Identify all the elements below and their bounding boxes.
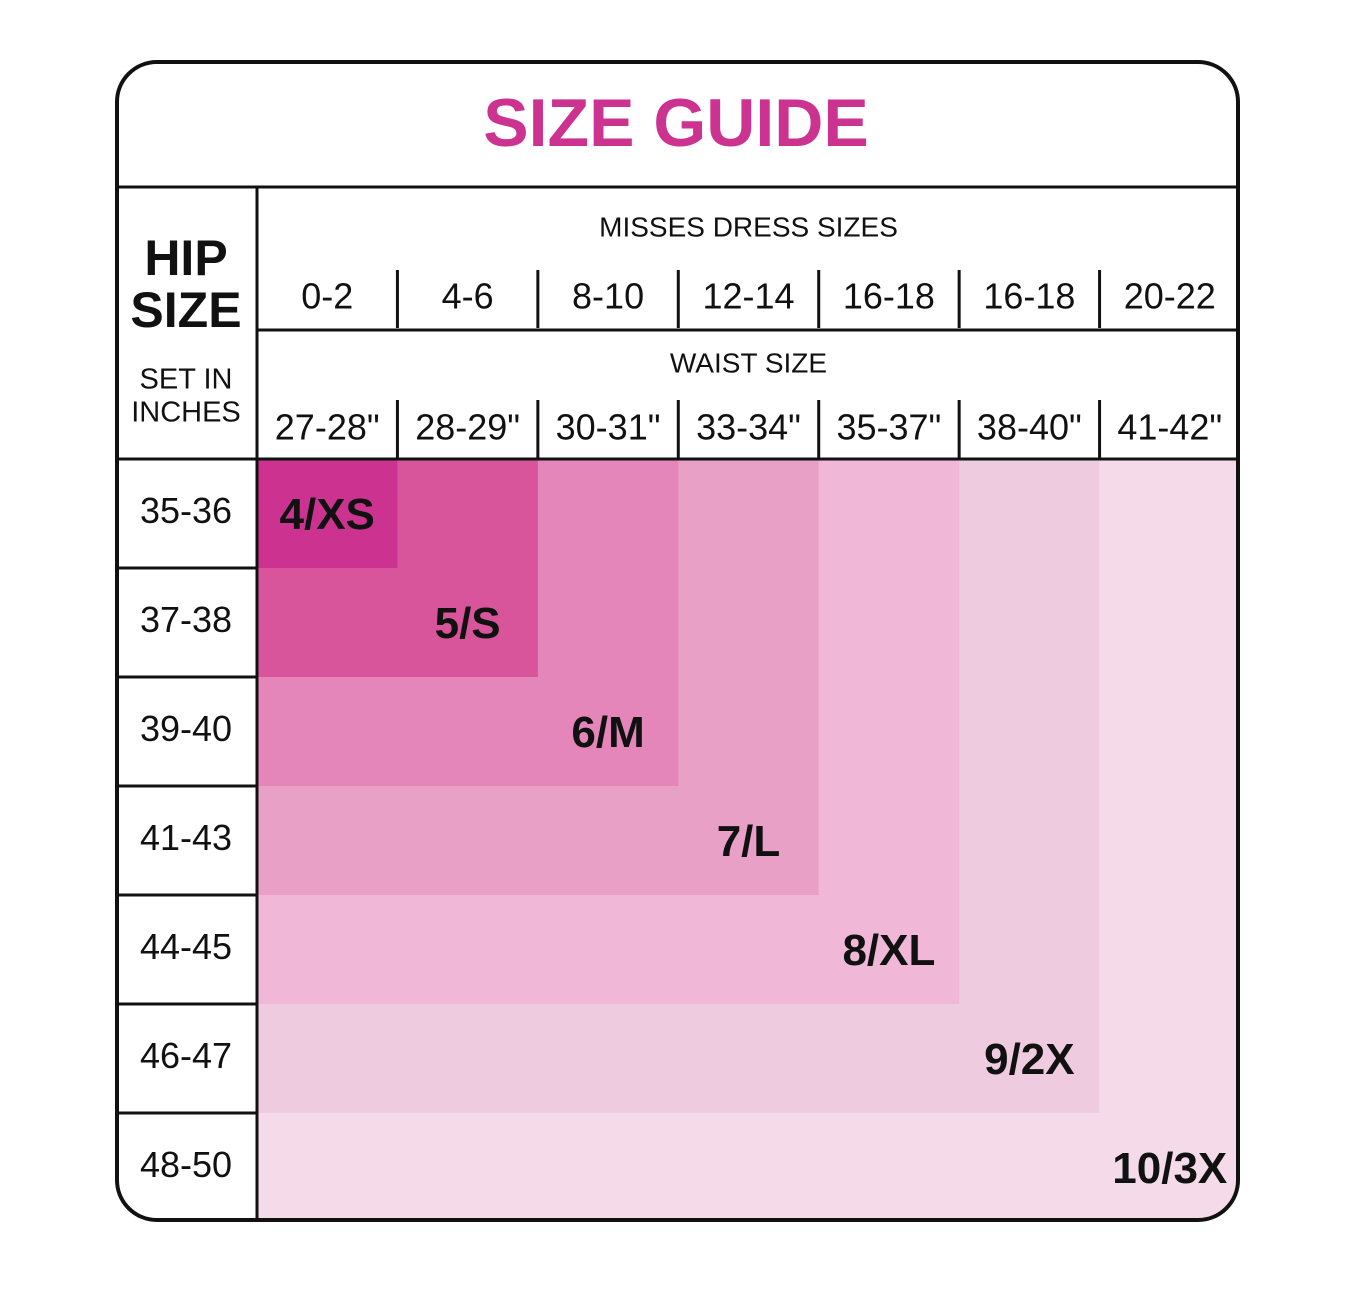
hip-title: SIZE bbox=[130, 282, 241, 338]
size-region bbox=[257, 459, 398, 568]
dress-size: 12-14 bbox=[702, 276, 794, 317]
dress-size: 4-6 bbox=[442, 276, 494, 317]
dress-size: 0-2 bbox=[301, 276, 353, 317]
waist-label: WAIST SIZE bbox=[670, 347, 827, 378]
waist-size: 41-42" bbox=[1117, 407, 1222, 448]
hip-size: 48-50 bbox=[140, 1144, 232, 1185]
size-label: 8/XL bbox=[842, 926, 935, 975]
hip-size: 46-47 bbox=[140, 1035, 232, 1076]
outer-frame bbox=[115, 60, 1240, 1222]
hip-subtitle: INCHES bbox=[131, 397, 241, 429]
hip-size: 44-45 bbox=[140, 926, 232, 967]
dress-size: 16-18 bbox=[983, 276, 1075, 317]
hip-size: 41-43 bbox=[140, 817, 232, 858]
hip-subtitle: SET IN bbox=[140, 364, 233, 396]
dress-size: 8-10 bbox=[572, 276, 644, 317]
dress-size: 16-18 bbox=[843, 276, 935, 317]
size-label: 10/3X bbox=[1112, 1144, 1227, 1193]
size-label: 7/L bbox=[717, 817, 781, 866]
waist-size: 28-29" bbox=[415, 407, 520, 448]
hip-title: HIP bbox=[144, 230, 227, 286]
title: SIZE GUIDE bbox=[483, 85, 868, 161]
dress-size: 20-22 bbox=[1124, 276, 1216, 317]
dress-label: MISSES DRESS SIZES bbox=[599, 211, 898, 242]
size-label: 5/S bbox=[435, 599, 501, 648]
waist-size: 35-37" bbox=[836, 407, 941, 448]
waist-size: 30-31" bbox=[556, 407, 661, 448]
waist-size: 38-40" bbox=[977, 407, 1082, 448]
size-label: 4/XS bbox=[280, 490, 375, 539]
hip-size: 39-40 bbox=[140, 708, 232, 749]
waist-size: 33-34" bbox=[696, 407, 801, 448]
size-label: 9/2X bbox=[984, 1035, 1075, 1084]
waist-size: 27-28" bbox=[275, 407, 380, 448]
size-label: 6/M bbox=[571, 708, 644, 757]
hip-size: 37-38 bbox=[140, 599, 232, 640]
hip-size: 35-36 bbox=[140, 490, 232, 531]
